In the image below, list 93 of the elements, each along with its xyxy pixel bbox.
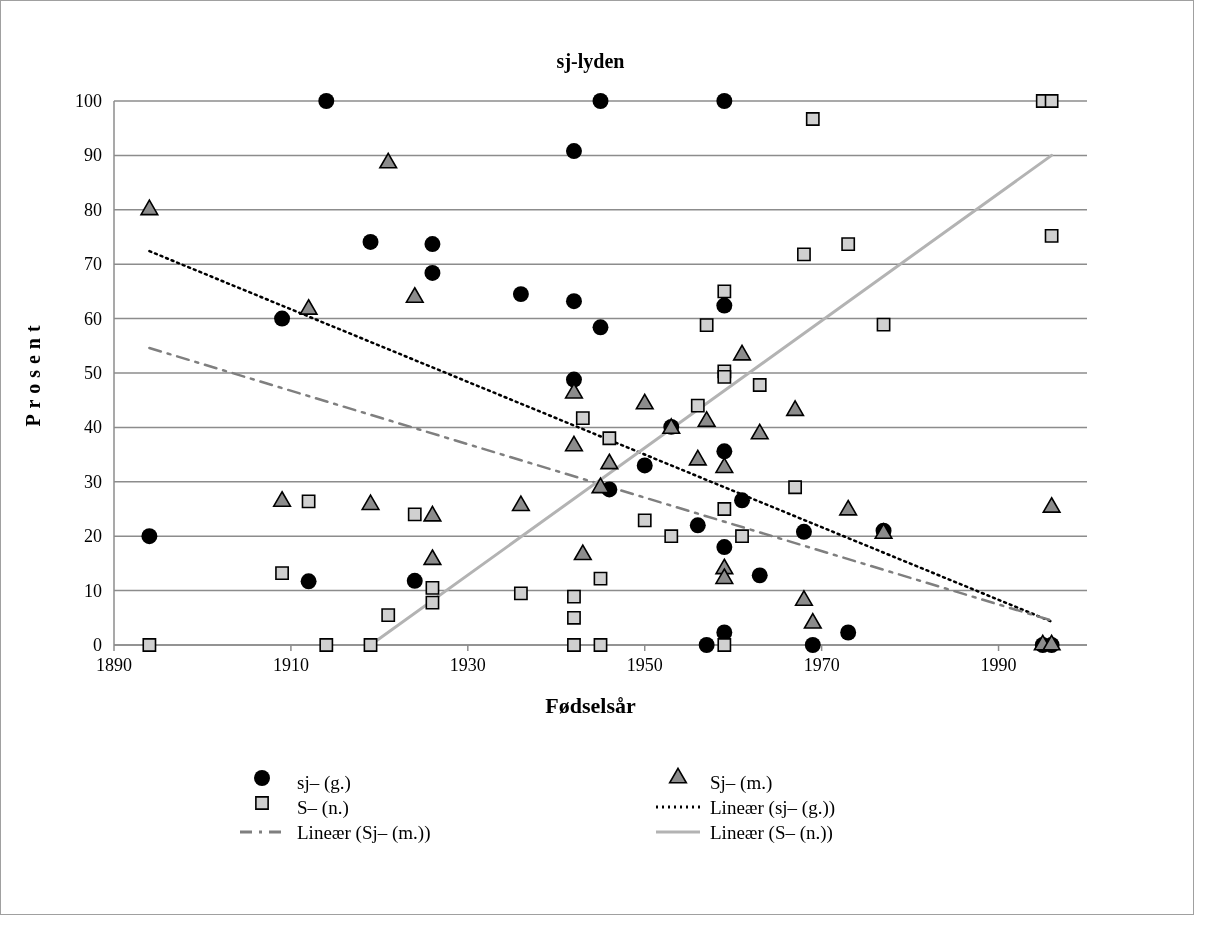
legend-label: S– (n.) (297, 797, 349, 819)
point (788, 480, 803, 495)
point (1044, 228, 1059, 243)
point (424, 264, 441, 281)
point (716, 93, 733, 109)
x-tick-label: 1950 (626, 655, 663, 675)
point (664, 529, 679, 544)
x-tick-label: 1890 (96, 655, 132, 675)
point (424, 236, 441, 253)
point (637, 513, 652, 528)
point (592, 319, 609, 336)
point (797, 247, 811, 262)
legend-label: Lineær (sj– (g.)) (710, 797, 836, 819)
y-axis-title: Prosent (22, 319, 44, 427)
point (567, 638, 581, 652)
point (804, 637, 821, 653)
y-tick-label: 50 (84, 363, 102, 383)
point (698, 637, 715, 653)
point (593, 571, 608, 586)
point (593, 638, 608, 652)
point (141, 528, 158, 545)
x-tick-label: 1990 (980, 655, 1017, 675)
point (573, 544, 592, 561)
point (840, 624, 857, 641)
point (751, 567, 768, 584)
point (575, 411, 590, 426)
x-tick-label: 1970 (803, 655, 840, 675)
point (841, 237, 856, 251)
point (636, 457, 653, 474)
point (715, 568, 734, 585)
chart-title: sj-lyden (556, 50, 625, 73)
point (407, 507, 422, 522)
point (717, 638, 732, 652)
point (300, 573, 317, 590)
point (567, 589, 581, 604)
point (301, 494, 316, 509)
point (512, 286, 529, 303)
point (735, 529, 749, 544)
point (697, 411, 716, 428)
point (795, 523, 812, 540)
point (319, 638, 334, 652)
point (716, 443, 733, 460)
point (785, 400, 805, 417)
point (752, 378, 767, 392)
x-tick-label: 1910 (272, 655, 309, 675)
point (425, 580, 440, 595)
point (715, 457, 734, 474)
point (716, 539, 733, 556)
legend-label: sj– (g.) (297, 772, 351, 794)
point (362, 233, 379, 250)
point (275, 566, 289, 581)
x-axis-title: Fødselsår (545, 693, 636, 718)
point (805, 112, 820, 126)
y-tick-label: 100 (75, 91, 102, 111)
y-tick-label: 80 (84, 199, 102, 220)
y-tick-label: 10 (84, 580, 102, 601)
legend-label: Lineær (S– (n.)) (710, 822, 833, 844)
legend-label: Lineær (Sj– (m.)) (297, 822, 431, 844)
point (565, 293, 582, 310)
y-tick-label: 20 (84, 526, 102, 547)
point (689, 517, 706, 534)
point (361, 494, 380, 511)
point (565, 371, 582, 388)
point (363, 638, 378, 652)
point (602, 431, 617, 446)
point (1044, 94, 1059, 108)
point (565, 143, 582, 160)
y-tick-label: 70 (84, 254, 102, 275)
point (318, 93, 335, 109)
point (274, 310, 291, 327)
point (511, 495, 531, 512)
point (142, 638, 157, 652)
point (406, 572, 423, 589)
point (717, 369, 732, 384)
point (734, 492, 751, 509)
point (717, 284, 732, 299)
y-tick-label: 60 (84, 308, 102, 329)
legend-label: Sj– (m.) (710, 772, 773, 794)
point (690, 398, 705, 413)
point (592, 93, 609, 109)
y-tick-label: 40 (84, 417, 102, 438)
y-tick-label: 0 (93, 635, 102, 655)
point (699, 318, 714, 333)
point (381, 608, 396, 622)
point (717, 502, 732, 516)
point (716, 297, 733, 314)
y-tick-label: 90 (84, 145, 102, 166)
point (423, 549, 442, 566)
point (513, 586, 528, 601)
point (876, 317, 891, 332)
x-tick-label: 1930 (449, 655, 486, 675)
y-tick-label: 30 (84, 471, 102, 492)
point (567, 610, 581, 625)
